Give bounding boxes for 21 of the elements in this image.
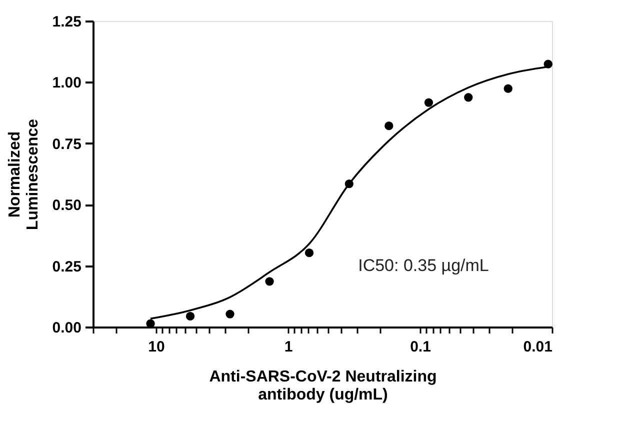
- point: [304, 248, 314, 258]
- x-tick-label: 0.01: [523, 338, 552, 356]
- x-axis-title: Anti-SARS-CoV-2 Neutralizing antibody (ug/mL): [209, 368, 437, 404]
- point: [424, 98, 434, 107]
- x-tick-label: 1: [284, 338, 293, 356]
- point: [384, 121, 394, 130]
- point: [265, 277, 274, 286]
- y-tick-label: 0.00: [52, 320, 82, 336]
- point: [226, 310, 234, 318]
- y-axis-title: Normalized Luminescence: [6, 118, 42, 230]
- point: [186, 312, 195, 321]
- x-tick-label: 10: [148, 338, 165, 356]
- y-tick-label: 0.50: [52, 197, 82, 214]
- point: [504, 84, 512, 93]
- point: [464, 93, 473, 102]
- annotation: IC50: 0.35 µg/mL: [358, 256, 489, 275]
- x-tick-label: 0.1: [410, 338, 431, 356]
- y-tick-label: 1.00: [52, 74, 82, 92]
- y-tick-label: 0.25: [52, 258, 82, 276]
- y-tick-label: 0.75: [52, 136, 82, 153]
- y-tick-label: 1.25: [52, 14, 82, 30]
